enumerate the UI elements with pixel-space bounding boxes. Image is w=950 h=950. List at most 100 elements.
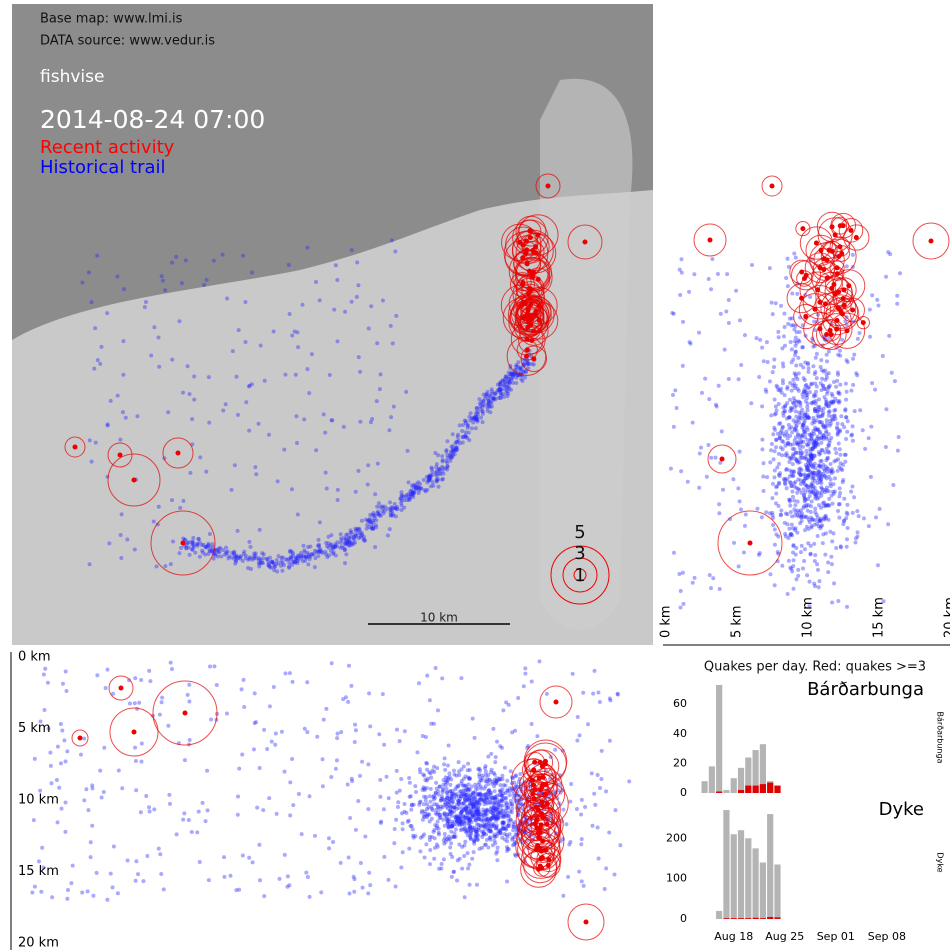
trail-dot bbox=[285, 884, 290, 889]
trail-dot bbox=[393, 249, 398, 254]
trail-dot bbox=[494, 778, 499, 783]
trail-dot bbox=[519, 377, 524, 382]
trail-dot bbox=[190, 417, 195, 422]
trail-dot bbox=[837, 348, 842, 353]
trail-dot bbox=[459, 767, 464, 772]
recent-ring bbox=[519, 806, 562, 849]
trail-dot bbox=[474, 829, 479, 834]
trail-dot bbox=[793, 528, 798, 533]
trail-dot bbox=[260, 551, 265, 556]
trail-dot bbox=[671, 311, 676, 316]
trail-dot bbox=[279, 555, 284, 560]
trail-dot bbox=[152, 325, 157, 330]
trail-dot bbox=[784, 416, 789, 421]
trail-dot bbox=[819, 474, 824, 479]
trail-dot bbox=[408, 823, 413, 828]
trail-dot bbox=[808, 446, 813, 451]
trail-dot bbox=[333, 766, 338, 771]
trail-dot bbox=[812, 522, 817, 527]
trail-dot bbox=[792, 427, 797, 432]
trail-dot bbox=[742, 523, 747, 528]
trail-dot bbox=[452, 822, 457, 827]
trail-dot bbox=[420, 808, 425, 813]
trail-dot bbox=[474, 812, 479, 817]
trail-dot bbox=[496, 814, 501, 819]
trail-dot bbox=[567, 842, 572, 847]
trail-dot bbox=[501, 383, 506, 388]
trail-dot bbox=[834, 458, 839, 463]
trail-dot bbox=[809, 457, 814, 462]
trail-dot bbox=[205, 808, 210, 813]
trail-dot bbox=[799, 518, 804, 523]
trail-dot bbox=[456, 821, 461, 826]
trail-dot bbox=[430, 807, 435, 812]
trail-dot bbox=[445, 793, 450, 798]
trail-dot bbox=[446, 837, 451, 842]
trail-dot bbox=[445, 818, 450, 823]
trail-dot bbox=[836, 457, 841, 462]
trail-dot bbox=[467, 787, 472, 792]
trail-dot bbox=[801, 414, 806, 419]
trail-dot bbox=[858, 408, 863, 413]
trail-dot bbox=[493, 814, 498, 819]
recent-ring bbox=[515, 232, 557, 274]
trail-dot bbox=[347, 536, 352, 541]
trail-dot bbox=[809, 482, 814, 487]
trail-dot bbox=[344, 541, 349, 546]
recent-dot bbox=[803, 314, 809, 320]
trail-dot bbox=[429, 775, 434, 780]
trail-dot bbox=[840, 480, 845, 485]
trail-dot bbox=[459, 821, 464, 826]
trail-dot bbox=[265, 556, 270, 561]
trail-dot bbox=[835, 431, 840, 436]
trail-dot bbox=[293, 555, 298, 560]
trail-dot bbox=[232, 463, 237, 468]
trail-dot bbox=[795, 512, 800, 517]
trail-dot bbox=[503, 813, 508, 818]
trail-dot bbox=[782, 520, 787, 525]
recent-dot bbox=[813, 240, 819, 246]
trail-dot bbox=[510, 807, 515, 812]
trail-dot bbox=[373, 492, 378, 497]
trail-dot bbox=[233, 554, 238, 559]
trail-dot bbox=[80, 280, 85, 285]
trail-dot bbox=[761, 474, 766, 479]
trail-dot bbox=[208, 545, 213, 550]
trail-dot bbox=[404, 389, 409, 394]
trail-dot bbox=[513, 832, 518, 837]
trail-dot bbox=[480, 405, 485, 410]
trail-dot bbox=[414, 486, 419, 491]
trail-dot bbox=[806, 473, 811, 478]
recent-dot bbox=[528, 228, 534, 234]
trail-dot bbox=[445, 820, 450, 825]
trail-dot bbox=[326, 541, 331, 546]
recent-dot bbox=[800, 226, 806, 232]
trail-dot bbox=[817, 519, 822, 524]
trail-dot bbox=[346, 542, 351, 547]
trail-dot bbox=[444, 837, 449, 842]
trail-dot bbox=[389, 505, 394, 510]
trail-dot bbox=[813, 393, 818, 398]
trail-dot bbox=[796, 486, 801, 491]
trail-dot bbox=[388, 323, 393, 328]
trail-dot bbox=[770, 370, 775, 375]
trail-dot bbox=[819, 440, 824, 445]
trail-dot bbox=[373, 513, 378, 518]
trail-dot bbox=[493, 816, 498, 821]
trail-dot bbox=[178, 506, 183, 511]
trail-dot bbox=[98, 361, 103, 366]
trail-dot bbox=[256, 421, 261, 426]
trail-dot bbox=[790, 383, 795, 388]
trail-dot bbox=[299, 551, 304, 556]
trail-dot bbox=[788, 503, 793, 508]
trail-dot bbox=[309, 352, 314, 357]
trail-dot bbox=[805, 416, 810, 421]
trail-dot bbox=[478, 403, 483, 408]
recent-dot bbox=[769, 183, 775, 189]
trail-dot bbox=[791, 550, 796, 555]
trail-dot bbox=[467, 776, 472, 781]
trail-dot bbox=[434, 802, 439, 807]
trail-dot bbox=[818, 519, 823, 524]
trail-dot bbox=[863, 446, 868, 451]
bar bbox=[723, 790, 730, 793]
